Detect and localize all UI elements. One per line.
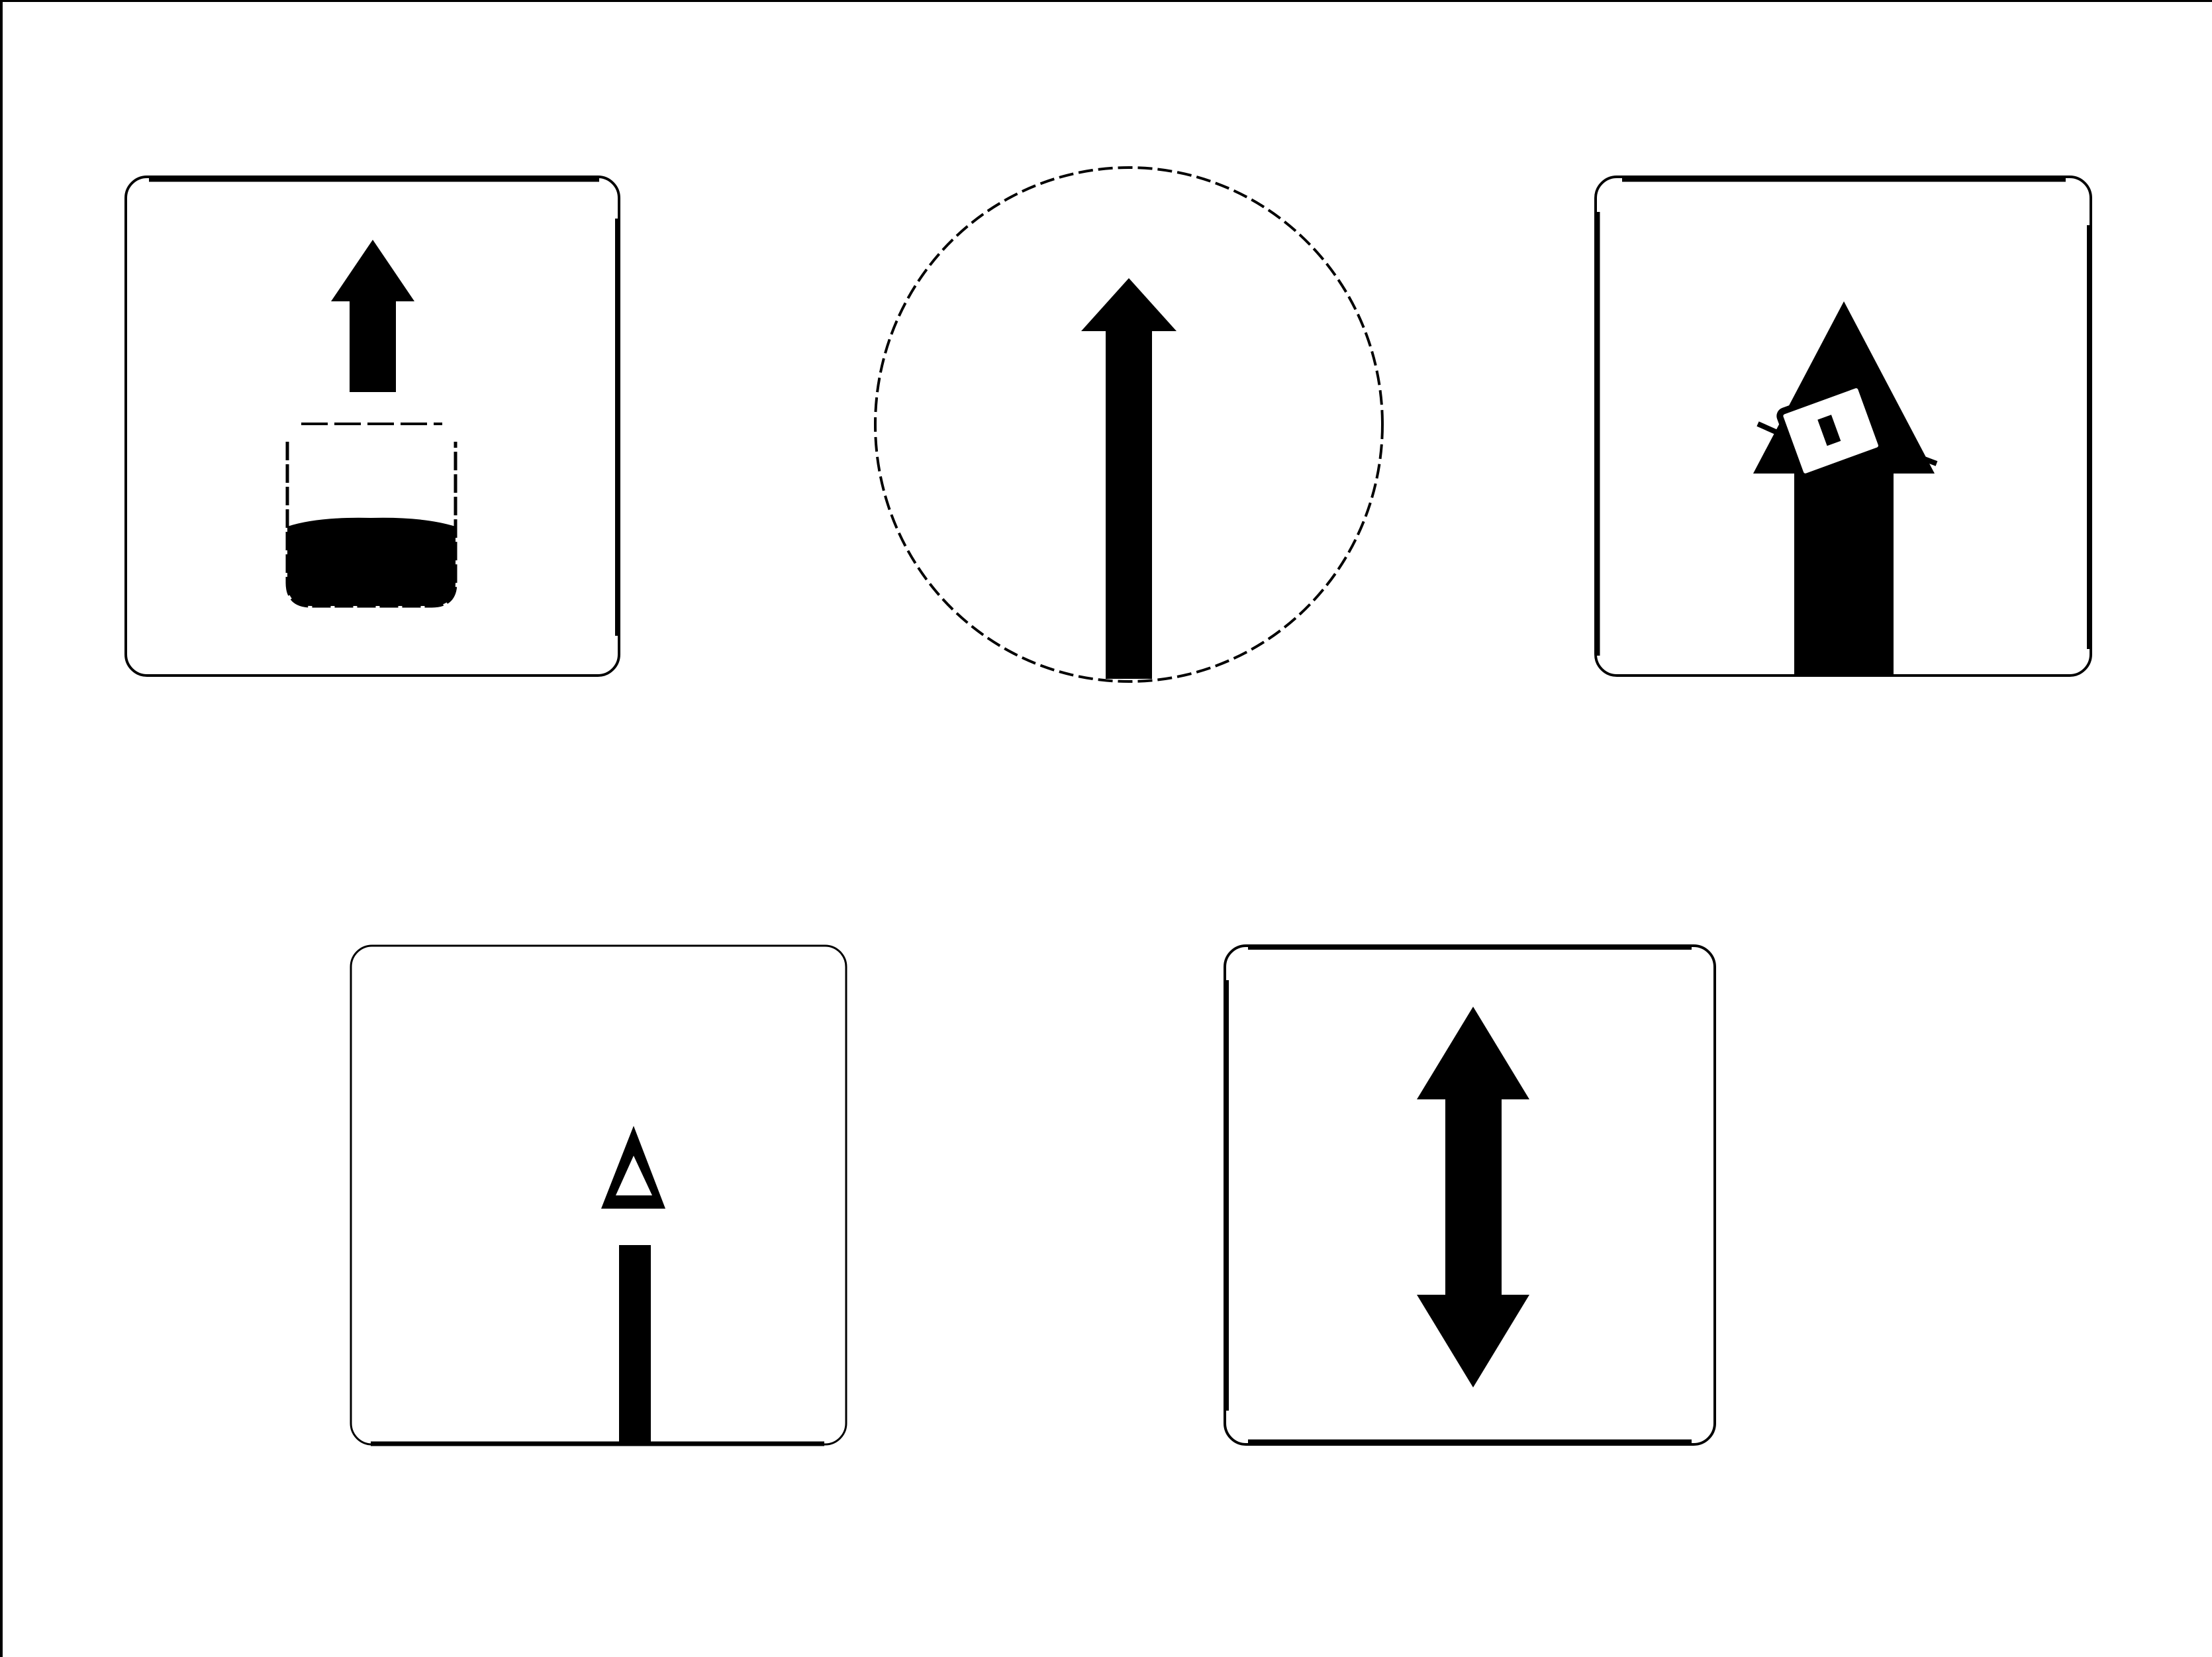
symbol-2: [874, 166, 1384, 683]
symbol-4-frame: [350, 944, 847, 1446]
symbol-3: [1594, 176, 2092, 677]
double-arrow-vertical-icon: [1417, 1007, 1529, 1387]
sheet-left-border: [0, 0, 3, 1657]
arrow-up-icon: [1753, 301, 1935, 677]
sheet-top-border: [0, 0, 2212, 2]
long-arrow-up-icon: [1081, 278, 1177, 679]
tilted-block-icon: [1756, 381, 1938, 480]
container-fill: [287, 517, 456, 606]
symbol-4: [350, 944, 847, 1446]
symbol-5: [1224, 944, 1716, 1446]
symbol-2-frame: [874, 166, 1384, 683]
arrow-up-icon: [331, 240, 414, 392]
container-icon: [285, 423, 457, 608]
symbol-1: [124, 176, 620, 677]
short-arrow-up-icon: [601, 1126, 665, 1444]
